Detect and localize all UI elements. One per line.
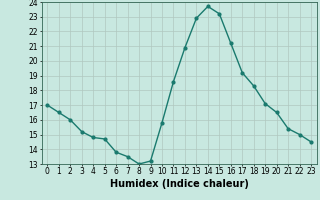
X-axis label: Humidex (Indice chaleur): Humidex (Indice chaleur) — [110, 179, 249, 189]
